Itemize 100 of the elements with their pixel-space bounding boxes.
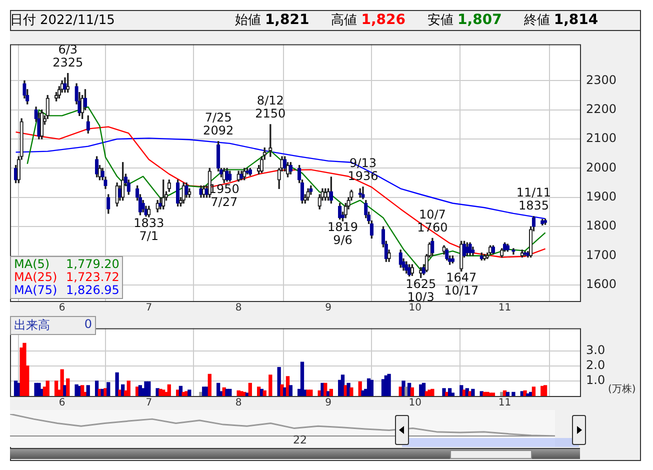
candlestick <box>106 194 110 214</box>
bar <box>80 385 84 396</box>
x-tick-label: 9 <box>325 302 332 314</box>
bar <box>448 388 452 396</box>
y-tick-label: 2200 <box>586 102 617 116</box>
candlestick <box>86 115 90 134</box>
candlestick <box>240 170 244 180</box>
x-tick-label: 6 <box>58 302 66 314</box>
candlestick <box>248 168 252 176</box>
bar <box>346 382 350 396</box>
candlestick <box>94 156 99 178</box>
candlestick <box>242 168 246 180</box>
candlestick <box>121 162 125 201</box>
candlestick <box>512 248 516 255</box>
chart-title: 日付 2022/11/15 <box>10 13 115 28</box>
y-tick-label: 3.0 <box>586 342 606 357</box>
bar <box>324 382 328 396</box>
bar <box>106 382 110 396</box>
bar <box>37 382 41 396</box>
bar <box>402 380 406 396</box>
candlestick <box>482 254 486 260</box>
text: 終値 1,814 <box>524 12 598 28</box>
candlestick <box>480 252 484 260</box>
bar <box>512 392 516 396</box>
x-tick-label: 7 <box>146 398 152 409</box>
bar <box>543 385 548 396</box>
candlestick <box>410 264 414 276</box>
x-tick-label: 7 <box>146 302 152 314</box>
candlestick <box>268 124 272 157</box>
candlestick <box>543 218 548 225</box>
candlestick <box>491 245 496 255</box>
y-axis-title: (万株) <box>608 382 636 396</box>
x-tick-label: 8 <box>235 302 242 314</box>
candlestick <box>361 186 365 200</box>
candlestick <box>520 250 524 258</box>
candlestick <box>176 180 180 206</box>
candlestick <box>450 255 455 264</box>
annotation: 7/25 2092 <box>203 110 234 138</box>
x-tick-label: 6 <box>58 398 66 409</box>
annotation: 1647 10/17 <box>444 270 479 298</box>
y-tick-label: 2.0 <box>586 358 606 372</box>
candlestick <box>471 246 475 256</box>
candlestick <box>468 242 472 256</box>
x-tick-label: 8 <box>235 398 242 409</box>
chart-title: 出来高 0 <box>14 317 92 332</box>
bar <box>329 388 333 396</box>
x-tick-label: 9 <box>325 398 332 409</box>
text: 始値 1,821 <box>234 12 310 28</box>
candlestick <box>66 73 70 93</box>
candlestick <box>540 218 544 226</box>
bar <box>491 392 496 396</box>
x-tick-label: 10 <box>408 398 422 409</box>
bar <box>248 382 252 396</box>
bar <box>86 385 90 396</box>
candlestick <box>40 110 44 140</box>
candlestick <box>162 180 166 210</box>
candlestick <box>228 170 232 182</box>
text: 安値 1,807 <box>428 12 502 28</box>
bar <box>300 362 304 396</box>
bar <box>208 374 212 396</box>
bar <box>167 384 171 396</box>
candlestick <box>430 238 434 256</box>
text: 高値 1,826 <box>331 12 406 28</box>
candlestick <box>141 200 145 212</box>
annotation: 11/11 1835 <box>516 186 551 212</box>
bar <box>228 388 232 396</box>
x-tick-label: 10 <box>408 302 422 314</box>
annotation: 6/3 2325 <box>52 42 84 70</box>
candlestick <box>115 182 119 206</box>
bar <box>410 387 414 396</box>
bar <box>115 372 119 396</box>
y-tick-label: 2100 <box>586 131 617 146</box>
candlestick <box>506 244 510 252</box>
bar <box>126 380 130 396</box>
y-tick-label: 1800 <box>586 218 617 233</box>
bar <box>54 380 58 396</box>
bar <box>309 390 313 396</box>
bar <box>523 390 527 396</box>
bar <box>506 392 510 396</box>
x-tick-label: 11 <box>498 302 512 314</box>
bar <box>471 388 475 396</box>
y-tick-label: 1.0 <box>586 373 606 388</box>
candlestick <box>156 200 160 212</box>
text: MA(25) 1,723.72 <box>14 270 120 284</box>
y-tick-label: 2300 <box>586 72 617 87</box>
bar <box>268 374 272 396</box>
bar <box>430 388 434 396</box>
y-tick-label: 1700 <box>586 248 617 262</box>
bar <box>216 382 220 396</box>
bar <box>66 378 70 396</box>
bar <box>240 391 244 396</box>
candlestick <box>306 188 310 201</box>
candlestick <box>398 250 402 268</box>
annotation: 1819 9/6 <box>327 220 358 248</box>
candlestick <box>288 162 292 174</box>
bar <box>288 385 292 396</box>
x-tick-label: 11 <box>498 398 512 409</box>
bar <box>188 390 192 396</box>
bar <box>94 380 99 396</box>
bar <box>46 380 50 396</box>
